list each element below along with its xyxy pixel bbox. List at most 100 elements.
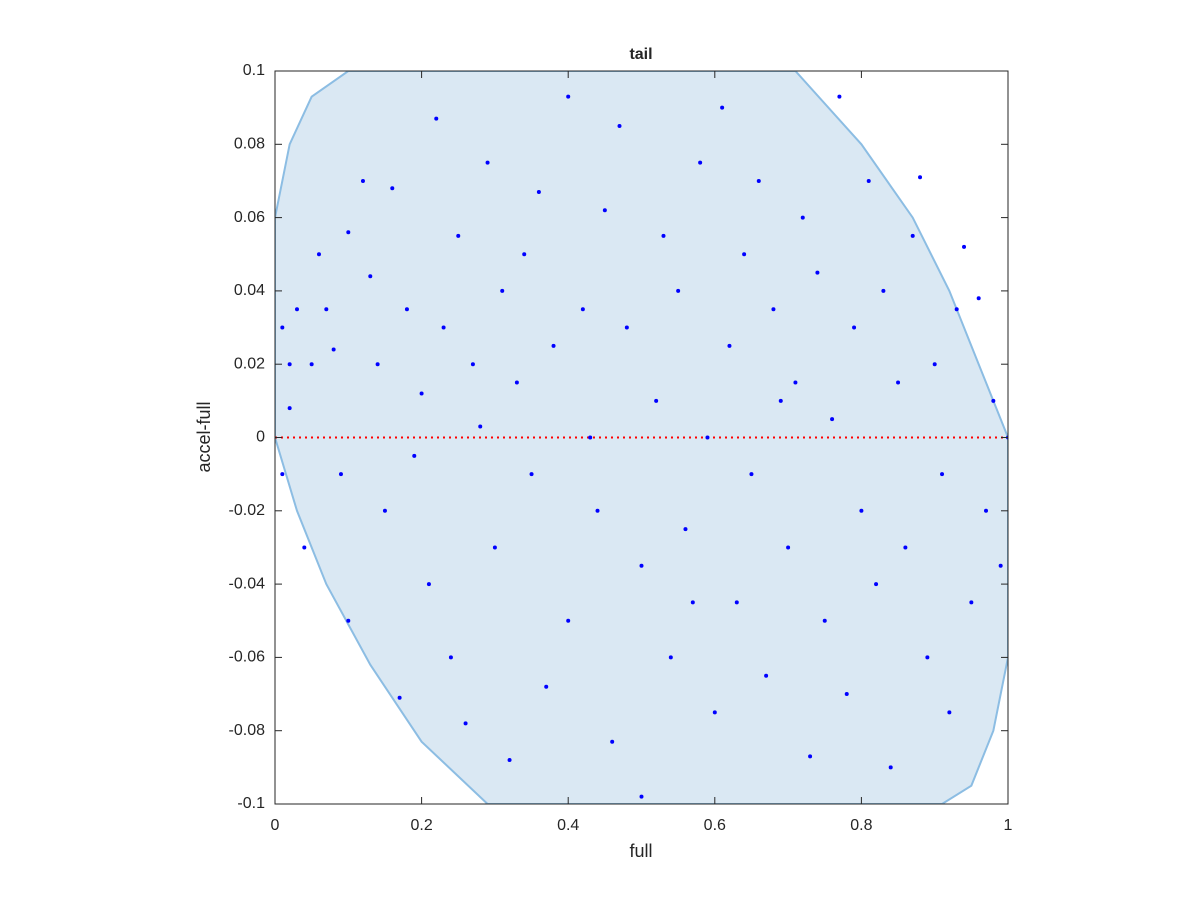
data-point bbox=[756, 178, 761, 183]
data-point bbox=[294, 307, 299, 312]
data-point bbox=[661, 233, 666, 238]
data-point bbox=[844, 692, 849, 697]
x-tick-label: 0.2 bbox=[410, 817, 432, 834]
data-point bbox=[654, 398, 659, 403]
chart-title: tail bbox=[629, 46, 652, 63]
y-tick-label: 0.08 bbox=[234, 136, 265, 153]
data-point bbox=[434, 116, 439, 121]
data-point bbox=[551, 343, 556, 348]
data-point bbox=[287, 362, 292, 367]
data-point bbox=[976, 296, 981, 301]
data-point bbox=[419, 391, 424, 396]
data-point bbox=[346, 230, 351, 235]
plot-area bbox=[275, 71, 1008, 804]
data-point bbox=[727, 343, 732, 348]
data-point bbox=[932, 362, 937, 367]
data-point bbox=[316, 252, 321, 257]
y-tick-label: 0.02 bbox=[234, 355, 265, 372]
data-point bbox=[668, 655, 673, 660]
x-axis-label: full bbox=[629, 841, 652, 861]
data-point bbox=[500, 288, 505, 293]
data-point bbox=[566, 94, 571, 99]
data-point bbox=[734, 600, 739, 605]
data-point bbox=[984, 508, 989, 513]
y-tick-label: -0.06 bbox=[229, 649, 266, 666]
data-point bbox=[580, 307, 585, 312]
y-tick-label: 0.04 bbox=[234, 282, 265, 299]
data-point bbox=[529, 472, 534, 477]
data-point bbox=[280, 325, 285, 330]
data-point bbox=[866, 178, 871, 183]
data-point bbox=[859, 508, 864, 513]
data-point bbox=[522, 252, 527, 257]
y-axis-label: accel-full bbox=[194, 401, 214, 472]
data-point bbox=[375, 362, 380, 367]
data-point bbox=[822, 618, 827, 623]
data-point bbox=[764, 673, 769, 678]
data-point bbox=[441, 325, 446, 330]
data-point bbox=[676, 288, 681, 293]
data-point bbox=[287, 406, 292, 411]
y-tick-label: 0.1 bbox=[243, 62, 265, 79]
data-point bbox=[324, 307, 329, 312]
data-point bbox=[683, 527, 688, 532]
data-point bbox=[969, 600, 974, 605]
data-point bbox=[690, 600, 695, 605]
data-point bbox=[507, 758, 512, 763]
data-point bbox=[404, 307, 409, 312]
data-point bbox=[309, 362, 314, 367]
data-point bbox=[742, 252, 747, 257]
data-point bbox=[536, 189, 541, 194]
x-tick-label: 0.4 bbox=[557, 817, 579, 834]
data-point bbox=[617, 123, 622, 128]
data-point bbox=[749, 472, 754, 477]
x-tick-label: 0 bbox=[271, 817, 280, 834]
data-point bbox=[544, 684, 549, 689]
data-point bbox=[793, 380, 798, 385]
data-point bbox=[881, 288, 886, 293]
y-tick-label: 0 bbox=[256, 429, 265, 446]
data-point bbox=[903, 545, 908, 550]
data-point bbox=[808, 754, 813, 759]
data-point bbox=[698, 160, 703, 165]
y-tick-label: -0.02 bbox=[229, 502, 266, 519]
data-point bbox=[991, 398, 996, 403]
data-point bbox=[712, 710, 717, 715]
data-point bbox=[463, 721, 468, 726]
data-point bbox=[852, 325, 857, 330]
data-point bbox=[918, 175, 923, 180]
data-point bbox=[588, 435, 593, 440]
data-point bbox=[830, 417, 835, 422]
data-point bbox=[639, 563, 644, 568]
data-point bbox=[602, 208, 607, 213]
data-point bbox=[382, 508, 387, 513]
data-point bbox=[624, 325, 629, 330]
data-point bbox=[896, 380, 901, 385]
data-point bbox=[815, 270, 820, 275]
data-point bbox=[874, 582, 879, 587]
data-point bbox=[786, 545, 791, 550]
data-point bbox=[940, 472, 945, 477]
data-point bbox=[639, 794, 644, 799]
data-point bbox=[485, 160, 490, 165]
data-point bbox=[302, 545, 307, 550]
data-point bbox=[800, 215, 805, 220]
data-point bbox=[470, 362, 475, 367]
y-tick-label: 0.06 bbox=[234, 209, 265, 226]
data-point bbox=[910, 233, 915, 238]
data-point bbox=[412, 453, 417, 458]
data-point bbox=[705, 435, 710, 440]
data-point bbox=[998, 563, 1003, 568]
axes: 0 0.2 0.4 0.6 0.8 1 -0.1 -0.08 -0.06 -0.04 -0.02 0 0… bbox=[229, 62, 1013, 834]
data-point bbox=[837, 94, 842, 99]
data-point bbox=[962, 244, 967, 249]
y-tick-label: -0.08 bbox=[229, 722, 266, 739]
data-point bbox=[720, 105, 725, 110]
x-tick-label: 0.6 bbox=[704, 817, 726, 834]
data-point bbox=[456, 233, 461, 238]
y-tick-label: -0.1 bbox=[237, 795, 265, 812]
data-point bbox=[346, 618, 351, 623]
data-point bbox=[338, 472, 343, 477]
data-point bbox=[514, 380, 519, 385]
